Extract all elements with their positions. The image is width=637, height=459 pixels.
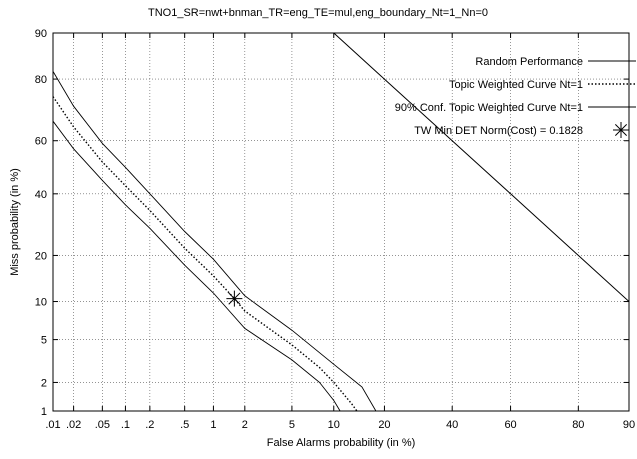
x-tick-label: .02 (66, 419, 81, 431)
y-axis-label: Miss probability (in %) (9, 168, 21, 276)
series-line-3 (53, 120, 341, 411)
y-tick-label: 20 (35, 250, 47, 262)
chart-title: TNO1_SR=nwt+bnman_TR=eng_TE=mul,eng_boun… (148, 7, 488, 19)
y-tick-label: 10 (35, 297, 47, 309)
x-tick-label: 1 (210, 419, 216, 431)
plot-frame (52, 32, 630, 412)
x-tick-label: .01 (45, 419, 60, 431)
series-line-1 (53, 96, 358, 411)
grid-lines (53, 33, 629, 411)
star-stroke (228, 292, 241, 305)
x-tick-label: .05 (95, 419, 110, 431)
x-axis-label: False Alarms probability (in %) (267, 437, 416, 449)
y-tick-label: 40 (35, 189, 47, 201)
x-tick-label: 90 (623, 419, 635, 431)
x-tick-label: 5 (289, 419, 295, 431)
legend-label: TW Min DET Norm(Cost) = 0.1828 (414, 125, 583, 137)
x-tick-label: 10 (328, 419, 340, 431)
y-tick-label: 2 (41, 377, 47, 389)
series-lines (53, 33, 629, 411)
series-line-0 (333, 33, 629, 302)
x-tick-label: 80 (572, 419, 584, 431)
y-tick-label: 90 (35, 28, 47, 40)
y-tick-label: 1 (41, 406, 47, 418)
x-tick-label: .2 (145, 419, 154, 431)
y-tick-label: 5 (41, 335, 47, 347)
series-line-2 (53, 71, 377, 411)
min-dcf-marker (226, 290, 243, 307)
x-tick-label: 2 (242, 419, 248, 431)
legend-label: Topic Weighted Curve Nt=1 (449, 79, 583, 91)
legend: Random Performance Topic Weighted Curve N… (395, 56, 636, 138)
x-tick-label: .5 (180, 419, 189, 431)
legend-label: 90% Conf. Topic Weighted Curve Nt=1 (395, 102, 583, 114)
y-tick-label: 60 (35, 136, 47, 148)
legend-star-marker (613, 122, 629, 138)
star-stroke (614, 123, 628, 137)
x-tick-label: .1 (121, 419, 130, 431)
axis-ticks: .01 .02 .05 .1 .2 .5 1 2 5 10 20 40 60 80 90 1 2 5 10 20 40 6… (35, 28, 635, 431)
x-tick-label: 60 (504, 419, 516, 431)
legend-label: Random Performance (475, 56, 583, 68)
y-tick-label: 80 (35, 74, 47, 86)
x-tick-label: 40 (446, 419, 458, 431)
x-tick-label: 20 (378, 419, 390, 431)
